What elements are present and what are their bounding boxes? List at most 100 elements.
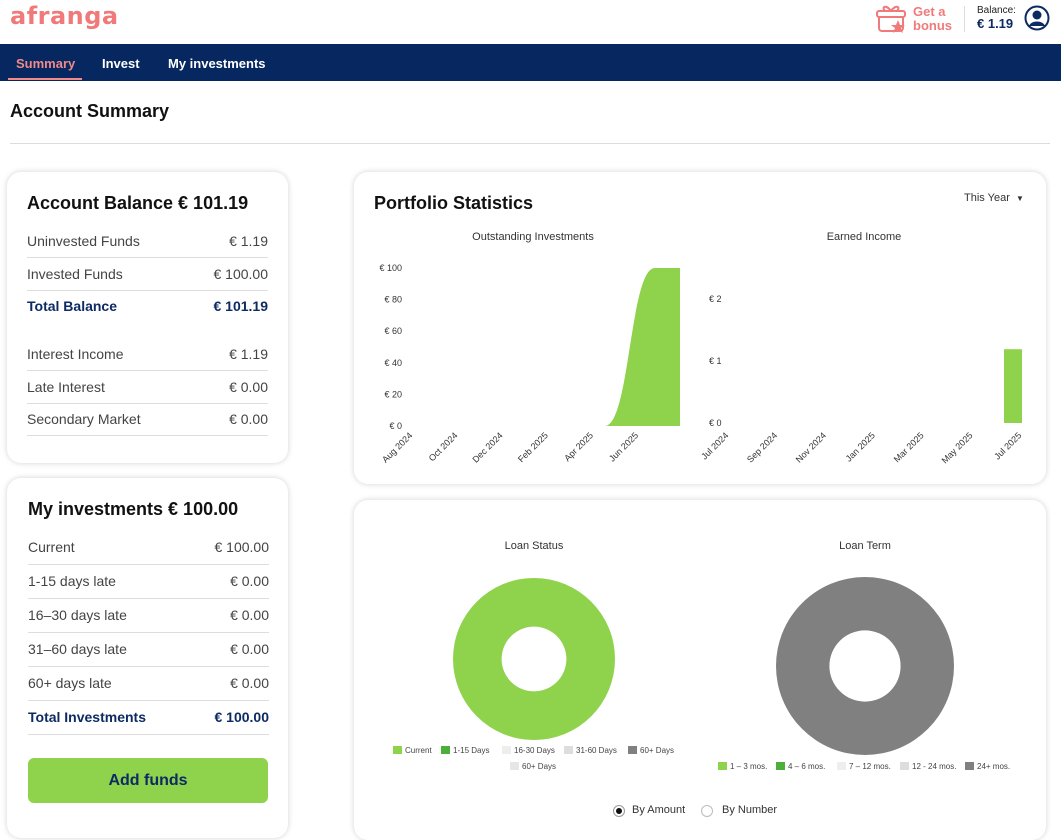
x-tick-label: Aug 2024 <box>380 430 414 464</box>
row-label: Total Investments <box>28 709 146 725</box>
investment-row: Current € 100.00 <box>28 531 269 565</box>
row-value: € 1.19 <box>229 346 268 362</box>
legend-label: 4 – 6 mos. <box>788 762 825 771</box>
active-tab-indicator <box>8 78 82 80</box>
x-tick-label: Oct 2024 <box>427 430 460 463</box>
x-tick-label: Mar 2025 <box>892 430 926 464</box>
get-bonus-button[interactable]: Get a bonus <box>876 4 956 38</box>
bonus-text: Get a bonus <box>913 5 957 33</box>
tab-my-investments[interactable]: My investments <box>168 56 266 71</box>
legend-swatch <box>564 746 573 754</box>
balance-row: Uninvested Funds € 1.19 <box>27 225 268 258</box>
legend-label: Current <box>405 746 432 755</box>
row-label: Current <box>28 539 75 555</box>
portfolio-statistics-card: Portfolio Statistics This Year ▼ Outstan… <box>354 172 1046 484</box>
legend-swatch <box>502 746 511 754</box>
balance-label: Balance: <box>977 5 1016 16</box>
investment-row: 31–60 days late € 0.00 <box>28 633 269 667</box>
balance-row: Invested Funds € 100.00 <box>27 258 268 291</box>
period-select[interactable]: This Year ▼ <box>964 192 1024 204</box>
y-tick-label: € 80 <box>384 295 402 305</box>
row-value: € 0.00 <box>229 379 268 395</box>
radio-by-number-label[interactable]: By Number <box>722 804 778 816</box>
logo[interactable]: afranga <box>10 2 119 30</box>
row-label: 1-15 days late <box>28 573 116 589</box>
legend-label: 60+ Days <box>640 746 674 755</box>
legend-label: 7 – 12 mos. <box>849 762 891 771</box>
legend-label: 60+ Days <box>522 762 556 771</box>
x-tick-label: Sep 2024 <box>745 430 779 464</box>
y-tick-label: € 2 <box>709 294 722 304</box>
tab-invest[interactable]: Invest <box>102 56 140 71</box>
page-title: Account Summary <box>10 101 170 121</box>
balance-value: € 1.19 <box>977 16 1014 31</box>
row-value: € 100.00 <box>213 266 269 282</box>
radio-by-number[interactable] <box>700 804 714 818</box>
radio-by-amount-label[interactable]: By Amount <box>632 804 686 816</box>
row-label: 31–60 days late <box>28 641 127 657</box>
loan-donut-charts: Loan Status Current 1-15 Days 16-30 Days 31-… <box>393 540 1010 771</box>
total-investments-row: Total Investments € 100.00 <box>28 701 269 735</box>
legend-label: 31-60 Days <box>576 746 617 755</box>
legend-swatch <box>718 762 727 770</box>
account-balance-card: Account Balance € 101.19 Uninvested Fund… <box>7 172 288 463</box>
y-tick-label: € 60 <box>384 326 402 336</box>
legend-swatch <box>965 762 974 770</box>
y-tick-label: € 0 <box>389 421 402 431</box>
outstanding-area <box>409 268 680 426</box>
investment-row: 60+ days late € 0.00 <box>28 667 269 701</box>
row-label: Secondary Market <box>27 411 141 427</box>
y-tick-label: € 20 <box>384 389 402 399</box>
row-label: Interest Income <box>27 346 124 362</box>
x-tick-label: Jul 2024 <box>699 430 730 461</box>
account-balance-title: Account Balance € 101.19 <box>27 193 249 213</box>
row-value: € 0.00 <box>230 573 269 589</box>
row-value: € 1.19 <box>229 233 268 249</box>
y-tick-label: € 100 <box>379 263 402 273</box>
row-value: € 0.00 <box>230 607 269 623</box>
investment-row: 1-15 days late € 0.00 <box>28 565 269 599</box>
loan-term-title: Loan Term <box>839 540 891 552</box>
row-value: € 0.00 <box>230 641 269 657</box>
donut-hole <box>501 626 567 692</box>
portfolio-charts: Outstanding Investments € 0 € 20 € 40 € 60 € … <box>379 231 1023 465</box>
tab-summary[interactable]: Summary <box>16 56 76 71</box>
row-label: Total Balance <box>27 298 117 314</box>
row-label: Invested Funds <box>27 266 123 282</box>
row-label: Late Interest <box>27 379 105 395</box>
radio-by-amount[interactable] <box>612 804 626 818</box>
total-balance-row: Total Balance € 101.19 <box>27 290 268 323</box>
x-tick-label: Apr 2025 <box>562 430 595 463</box>
legend-swatch <box>900 762 909 770</box>
row-label: 16–30 days late <box>28 607 127 623</box>
my-investments-card: My investments € 100.00 Current € 100.00… <box>7 478 288 838</box>
x-tick-label: Nov 2024 <box>794 430 828 464</box>
row-value: € 100.00 <box>214 539 270 555</box>
title-divider <box>10 143 1050 144</box>
user-icon[interactable] <box>1024 5 1050 31</box>
earned-income-title: Earned Income <box>827 231 902 243</box>
legend-label: 12 - 24 mos. <box>912 762 956 771</box>
legend-swatch <box>393 746 402 754</box>
bonus-line-2: bonus <box>913 18 952 33</box>
loan-status-title: Loan Status <box>505 540 564 552</box>
period-value: This Year <box>964 192 1010 204</box>
add-funds-button[interactable]: Add funds <box>28 758 268 803</box>
legend-label: 16-30 Days <box>514 746 555 755</box>
header-divider <box>964 6 965 32</box>
x-tick-label: May 2025 <box>940 430 975 465</box>
legend-label: 1-15 Days <box>453 746 489 755</box>
row-value: € 101.19 <box>213 298 269 314</box>
x-tick-label: Jan 2025 <box>844 430 877 463</box>
my-investments-title: My investments € 100.00 <box>28 499 239 519</box>
main-nav: Summary Invest My investments <box>0 44 1061 81</box>
row-value: € 0.00 <box>230 675 269 691</box>
legend-swatch <box>628 746 637 754</box>
y-tick-label: € 40 <box>384 358 402 368</box>
x-tick-label: Jul 2025 <box>992 430 1023 461</box>
legend-label: 1 – 3 mos. <box>730 762 767 771</box>
loan-breakdown-card: Loan Status Current 1-15 Days 16-30 Days 31-… <box>354 500 1046 840</box>
investment-row: 16–30 days late € 0.00 <box>28 599 269 633</box>
legend-swatch <box>837 762 846 770</box>
row-label: 60+ days late <box>28 675 112 691</box>
